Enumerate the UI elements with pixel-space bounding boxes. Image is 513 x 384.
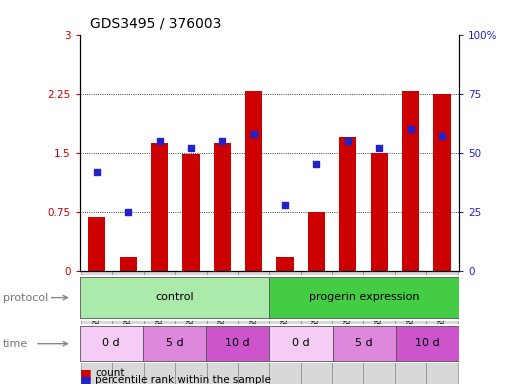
FancyBboxPatch shape bbox=[301, 271, 332, 384]
Bar bbox=[433, 94, 450, 271]
FancyBboxPatch shape bbox=[206, 326, 269, 361]
FancyBboxPatch shape bbox=[395, 271, 426, 384]
Text: 0 d: 0 d bbox=[102, 338, 120, 348]
Point bbox=[281, 202, 289, 208]
Point bbox=[155, 138, 164, 144]
FancyBboxPatch shape bbox=[144, 271, 175, 384]
FancyBboxPatch shape bbox=[175, 271, 207, 384]
Text: progerin expression: progerin expression bbox=[309, 292, 420, 302]
Text: percentile rank within the sample: percentile rank within the sample bbox=[95, 375, 271, 384]
Text: 5 d: 5 d bbox=[356, 338, 373, 348]
FancyBboxPatch shape bbox=[269, 326, 332, 361]
Text: time: time bbox=[3, 339, 28, 349]
FancyBboxPatch shape bbox=[81, 271, 112, 384]
Bar bbox=[277, 257, 293, 271]
Bar bbox=[402, 91, 419, 271]
Text: 0 d: 0 d bbox=[292, 338, 310, 348]
Bar bbox=[88, 217, 105, 271]
Point bbox=[438, 133, 446, 139]
Point bbox=[93, 169, 101, 175]
Text: protocol: protocol bbox=[3, 293, 48, 303]
Bar bbox=[308, 212, 325, 271]
Text: ■: ■ bbox=[80, 374, 91, 384]
FancyBboxPatch shape bbox=[332, 326, 396, 361]
Bar bbox=[151, 143, 168, 271]
Bar bbox=[245, 91, 262, 271]
Bar bbox=[120, 257, 137, 271]
Text: count: count bbox=[95, 368, 125, 378]
Text: GDS3495 / 376003: GDS3495 / 376003 bbox=[90, 17, 221, 31]
Bar bbox=[213, 143, 231, 271]
FancyBboxPatch shape bbox=[143, 326, 206, 361]
FancyBboxPatch shape bbox=[363, 271, 395, 384]
Point bbox=[249, 131, 258, 137]
FancyBboxPatch shape bbox=[396, 326, 459, 361]
FancyBboxPatch shape bbox=[332, 271, 363, 384]
Text: ■: ■ bbox=[80, 367, 91, 380]
FancyBboxPatch shape bbox=[269, 277, 459, 318]
Point bbox=[375, 145, 383, 151]
FancyBboxPatch shape bbox=[112, 271, 144, 384]
Bar bbox=[339, 137, 357, 271]
Text: 10 d: 10 d bbox=[225, 338, 250, 348]
Bar bbox=[370, 153, 388, 271]
FancyBboxPatch shape bbox=[207, 271, 238, 384]
Bar bbox=[182, 154, 200, 271]
FancyBboxPatch shape bbox=[238, 271, 269, 384]
FancyBboxPatch shape bbox=[426, 271, 458, 384]
Point bbox=[187, 145, 195, 151]
Text: 5 d: 5 d bbox=[166, 338, 183, 348]
FancyBboxPatch shape bbox=[80, 326, 143, 361]
Text: 10 d: 10 d bbox=[415, 338, 440, 348]
FancyBboxPatch shape bbox=[269, 271, 301, 384]
FancyBboxPatch shape bbox=[80, 277, 269, 318]
Point bbox=[344, 138, 352, 144]
Point bbox=[406, 126, 415, 132]
Point bbox=[312, 161, 321, 167]
Point bbox=[218, 138, 226, 144]
Text: control: control bbox=[155, 292, 194, 302]
Point bbox=[124, 209, 132, 215]
